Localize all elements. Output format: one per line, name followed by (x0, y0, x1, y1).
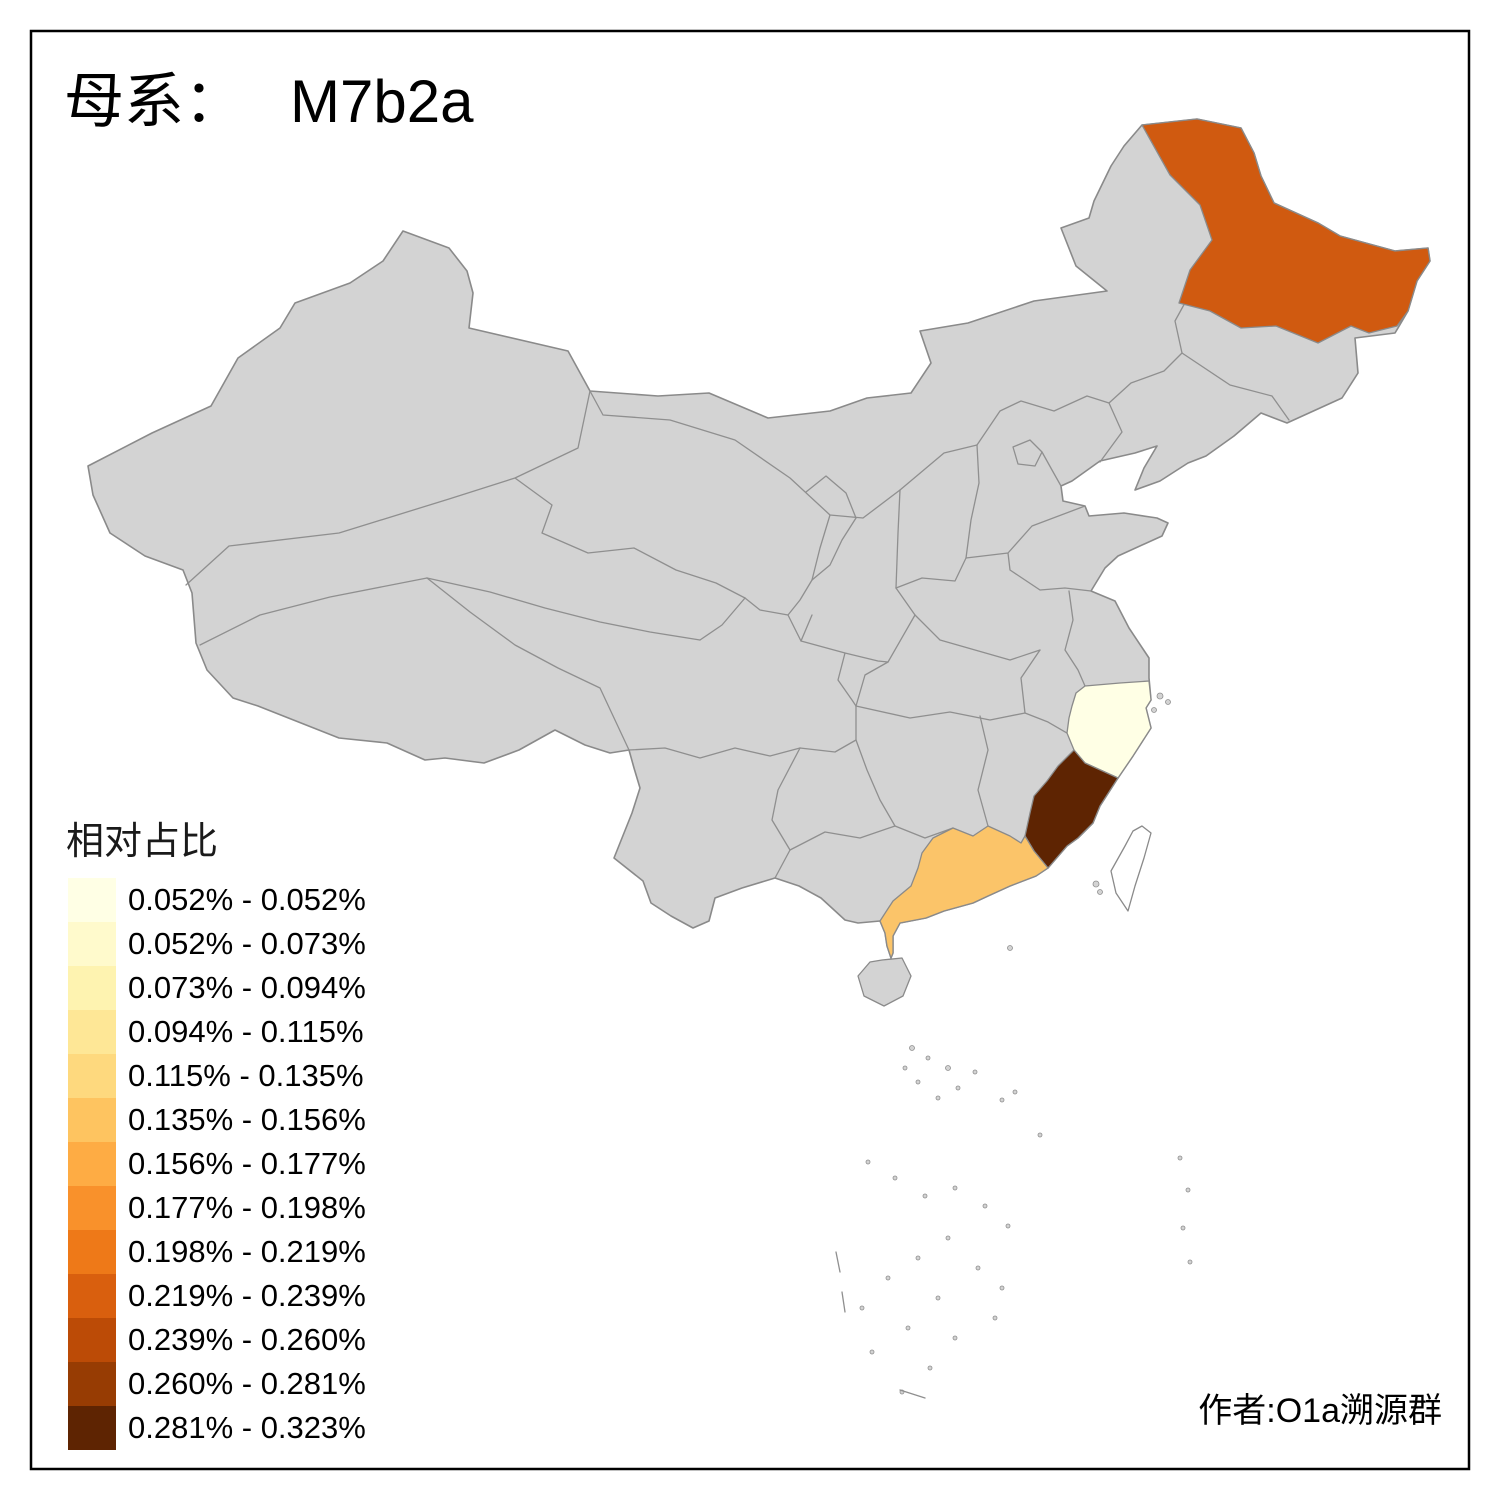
legend-swatch-11 (68, 1362, 116, 1406)
legend-label-8: 0.198% - 0.219% (128, 1234, 366, 1269)
legend-swatch-1 (68, 922, 116, 966)
legend-swatch-10 (68, 1318, 116, 1362)
legend-label-7: 0.177% - 0.198% (128, 1190, 366, 1225)
legend-label-6: 0.156% - 0.177% (128, 1146, 366, 1181)
legend-label-9: 0.219% - 0.239% (128, 1278, 366, 1313)
region-taiwan (1110, 825, 1152, 912)
map-title: 母系： M7b2a (64, 68, 474, 135)
legend: 相对占比 0.052% - 0.052% 0.052% - 0.073% 0.0… (66, 821, 366, 1450)
legend-swatch-6 (68, 1142, 116, 1186)
legend-swatch-0 (68, 878, 116, 922)
plot-frame (29, 29, 1471, 1471)
region-heilongjiang (1141, 118, 1431, 344)
title-prefix: 母系： (64, 68, 244, 135)
legend-label-12: 0.281% - 0.323% (128, 1410, 366, 1445)
legend-label-5: 0.135% - 0.156% (128, 1102, 366, 1137)
legend-label-4: 0.115% - 0.135% (128, 1058, 364, 1093)
island-specks (835, 692, 1193, 1399)
map-layer (87, 118, 1431, 1399)
province-boundaries (185, 300, 1290, 879)
attribution-text: 作者:O1a溯源群 (1198, 1392, 1442, 1430)
legend-label-1: 0.052% - 0.073% (128, 926, 366, 961)
legend-swatch-4 (68, 1054, 116, 1098)
region-guangdong (879, 825, 1049, 959)
legend-swatch-2 (68, 966, 116, 1010)
legend-label-10: 0.239% - 0.260% (128, 1322, 366, 1357)
region-hainan (857, 957, 912, 1007)
legend-swatch-12 (68, 1406, 116, 1450)
legend-swatch-3 (68, 1010, 116, 1054)
legend-swatch-5 (68, 1098, 116, 1142)
legend-swatch-7 (68, 1186, 116, 1230)
title-haplogroup: M7b2a (290, 68, 474, 135)
legend-title: 相对占比 (66, 821, 218, 863)
legend-label-11: 0.260% - 0.281% (128, 1366, 366, 1401)
legend-label-3: 0.094% - 0.115% (128, 1014, 364, 1049)
legend-label-0: 0.052% - 0.052% (128, 882, 366, 917)
legend-swatch-9 (68, 1274, 116, 1318)
legend-swatch-8 (68, 1230, 116, 1274)
legend-label-2: 0.073% - 0.094% (128, 970, 366, 1005)
